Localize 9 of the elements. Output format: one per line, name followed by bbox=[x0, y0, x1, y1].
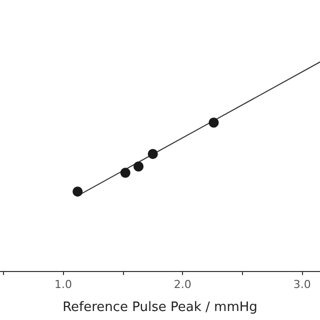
point bbox=[134, 162, 144, 172]
point bbox=[120, 168, 130, 178]
x-tick-label: 2.0 bbox=[174, 278, 192, 291]
x-axis-title: Reference Pulse Peak / mmHg bbox=[62, 300, 258, 315]
x-tick-label: 3.0 bbox=[293, 278, 311, 291]
point bbox=[148, 148, 158, 159]
x-tick-label: 1.0 bbox=[54, 278, 72, 291]
point bbox=[208, 118, 219, 128]
point bbox=[72, 186, 83, 197]
